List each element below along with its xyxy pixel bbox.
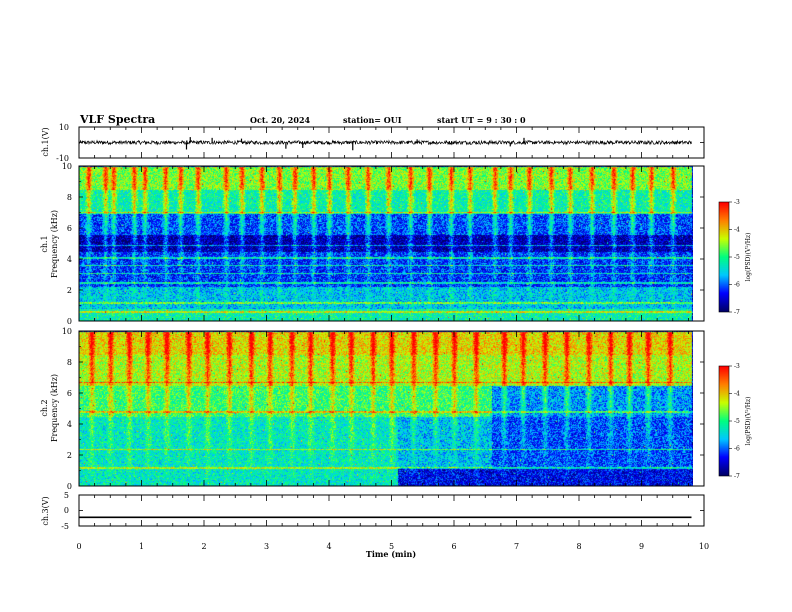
frequency-tick-label: 6 bbox=[67, 389, 72, 398]
colorbar-tick-label: -4 bbox=[734, 391, 740, 398]
ch2-frequency-ticks: 0 2 4 6 8 10 bbox=[62, 327, 704, 491]
frequency-tick-label: 2 bbox=[67, 451, 72, 460]
ch3-waveform-panel: 5 0 -5 ch.3(V) bbox=[41, 491, 705, 531]
date-label: Oct. 20, 2024 bbox=[250, 115, 311, 125]
time-axis-tick-label: 2 bbox=[201, 542, 206, 551]
ch2-colorbar-ticks: -3 -4 -5 -6 -7 bbox=[729, 363, 740, 480]
colorbar-tick-label: -3 bbox=[734, 363, 740, 370]
ch3-waveform-ticks bbox=[78, 494, 705, 527]
ch1-frequency-axis-label: Frequency (kHz) bbox=[50, 210, 59, 278]
ch1-spectrogram-ticks bbox=[78, 166, 705, 321]
ch1-colorbar-label: log(PSD)(V²/Hz) bbox=[745, 233, 752, 282]
ch1-waveform-panel: 10 -10 ch.1(V) bbox=[41, 123, 705, 163]
ch2-colorbar: -3 -4 -5 -6 -7 log(PSD)(V²/Hz) bbox=[718, 363, 752, 480]
frequency-tick-label: 6 bbox=[67, 224, 72, 233]
frequency-tick-label: 8 bbox=[67, 358, 72, 367]
colorbar-tick-label: -6 bbox=[734, 446, 740, 453]
ch2-colorbar-label: log(PSD)(V²/Hz) bbox=[745, 397, 752, 446]
frequency-tick-label: 0 bbox=[67, 317, 72, 326]
frequency-tick-label: 2 bbox=[67, 286, 72, 295]
frequency-tick-label: 8 bbox=[67, 193, 72, 202]
colorbar-tick-label: -5 bbox=[734, 254, 740, 261]
ch1-ytick-bottom: -10 bbox=[56, 154, 69, 163]
ch1-frequency-ticks: 0 2 4 6 8 10 bbox=[62, 162, 704, 326]
ch1-waveform-trace bbox=[78, 126, 704, 159]
time-axis-tick-label: 5 bbox=[389, 542, 394, 551]
colorbar-tick-label: -7 bbox=[734, 473, 740, 480]
time-axis-tick-label: 4 bbox=[326, 542, 331, 551]
colorbar-tick-label: -4 bbox=[734, 227, 740, 234]
ch1-waveform-ylabel: ch.1(V) bbox=[41, 127, 50, 156]
time-axis-tick-label: 9 bbox=[639, 542, 644, 551]
ch1-colorbar: -3 -4 -5 -6 -7 log(PSD)(V²/Hz) bbox=[718, 199, 752, 316]
time-axis-tick-label: 7 bbox=[514, 542, 519, 551]
ch3-ytick-top: 5 bbox=[64, 491, 69, 500]
colorbar-tick-label: -3 bbox=[734, 199, 740, 206]
colorbar-tick-label: -5 bbox=[734, 418, 740, 425]
ch3-ytick-bottom: -5 bbox=[61, 522, 69, 531]
ch2-spectrogram-ticks bbox=[78, 331, 705, 486]
ch1-colorbar-ticks: -3 -4 -5 -6 -7 bbox=[729, 199, 740, 316]
frequency-tick-label: 4 bbox=[67, 420, 72, 429]
time-axis-tick-label: 3 bbox=[264, 542, 269, 551]
time-axis-label: Time (min) bbox=[366, 549, 416, 559]
ch1-colorbar-gradient bbox=[719, 202, 729, 312]
ch1-ytick-top: 10 bbox=[59, 123, 69, 132]
figure-title: VLF Spectra bbox=[79, 113, 155, 126]
time-axis-tick-label: 0 bbox=[76, 542, 81, 551]
ch3-ytick-mid: 0 bbox=[64, 506, 69, 515]
ch2-frequency-axis-label: Frequency (kHz) bbox=[50, 374, 59, 442]
frequency-tick-label: 10 bbox=[62, 162, 72, 171]
ch3-waveform-ylabel: ch.3(V) bbox=[41, 496, 50, 525]
frequency-tick-label: 4 bbox=[67, 255, 72, 264]
time-axis-tick-label: 1 bbox=[139, 542, 144, 551]
colorbar-tick-label: -6 bbox=[734, 282, 740, 289]
ch1-channel-label: ch.1 bbox=[40, 235, 49, 252]
ch2-spectrogram-image bbox=[79, 331, 693, 486]
frequency-tick-label: 10 bbox=[62, 327, 72, 336]
ch2-colorbar-gradient bbox=[719, 366, 729, 476]
time-axis-tick-label: 10 bbox=[699, 542, 709, 551]
time-axis-tick-label: 8 bbox=[576, 542, 581, 551]
ch2-spectrogram-panel: 0 2 4 6 8 10 ch.2 Frequency (kHz) -3 -4 -5 -6 -7 … bbox=[40, 327, 752, 491]
ch1-waveform-line bbox=[78, 139, 692, 146]
ch1-spectrogram-panel: 0 2 4 6 8 10 ch.1 Frequency (kHz) -3 -4 -5 -6 -7 … bbox=[40, 162, 752, 326]
ch1-spectrogram-image bbox=[79, 166, 693, 321]
start-time-label: start UT = 9 : 30 : 0 bbox=[437, 115, 526, 125]
ch1-waveform-ticks bbox=[78, 127, 705, 158]
time-axis-tick-labels: 0 1 2 3 4 5 6 7 8 9 10 bbox=[76, 542, 709, 551]
time-axis-tick-label: 6 bbox=[451, 542, 456, 551]
colorbar-tick-label: -7 bbox=[734, 309, 740, 316]
ch2-channel-label: ch.2 bbox=[40, 399, 49, 416]
station-label: station= OUI bbox=[343, 115, 402, 125]
frequency-tick-label: 0 bbox=[67, 482, 72, 491]
